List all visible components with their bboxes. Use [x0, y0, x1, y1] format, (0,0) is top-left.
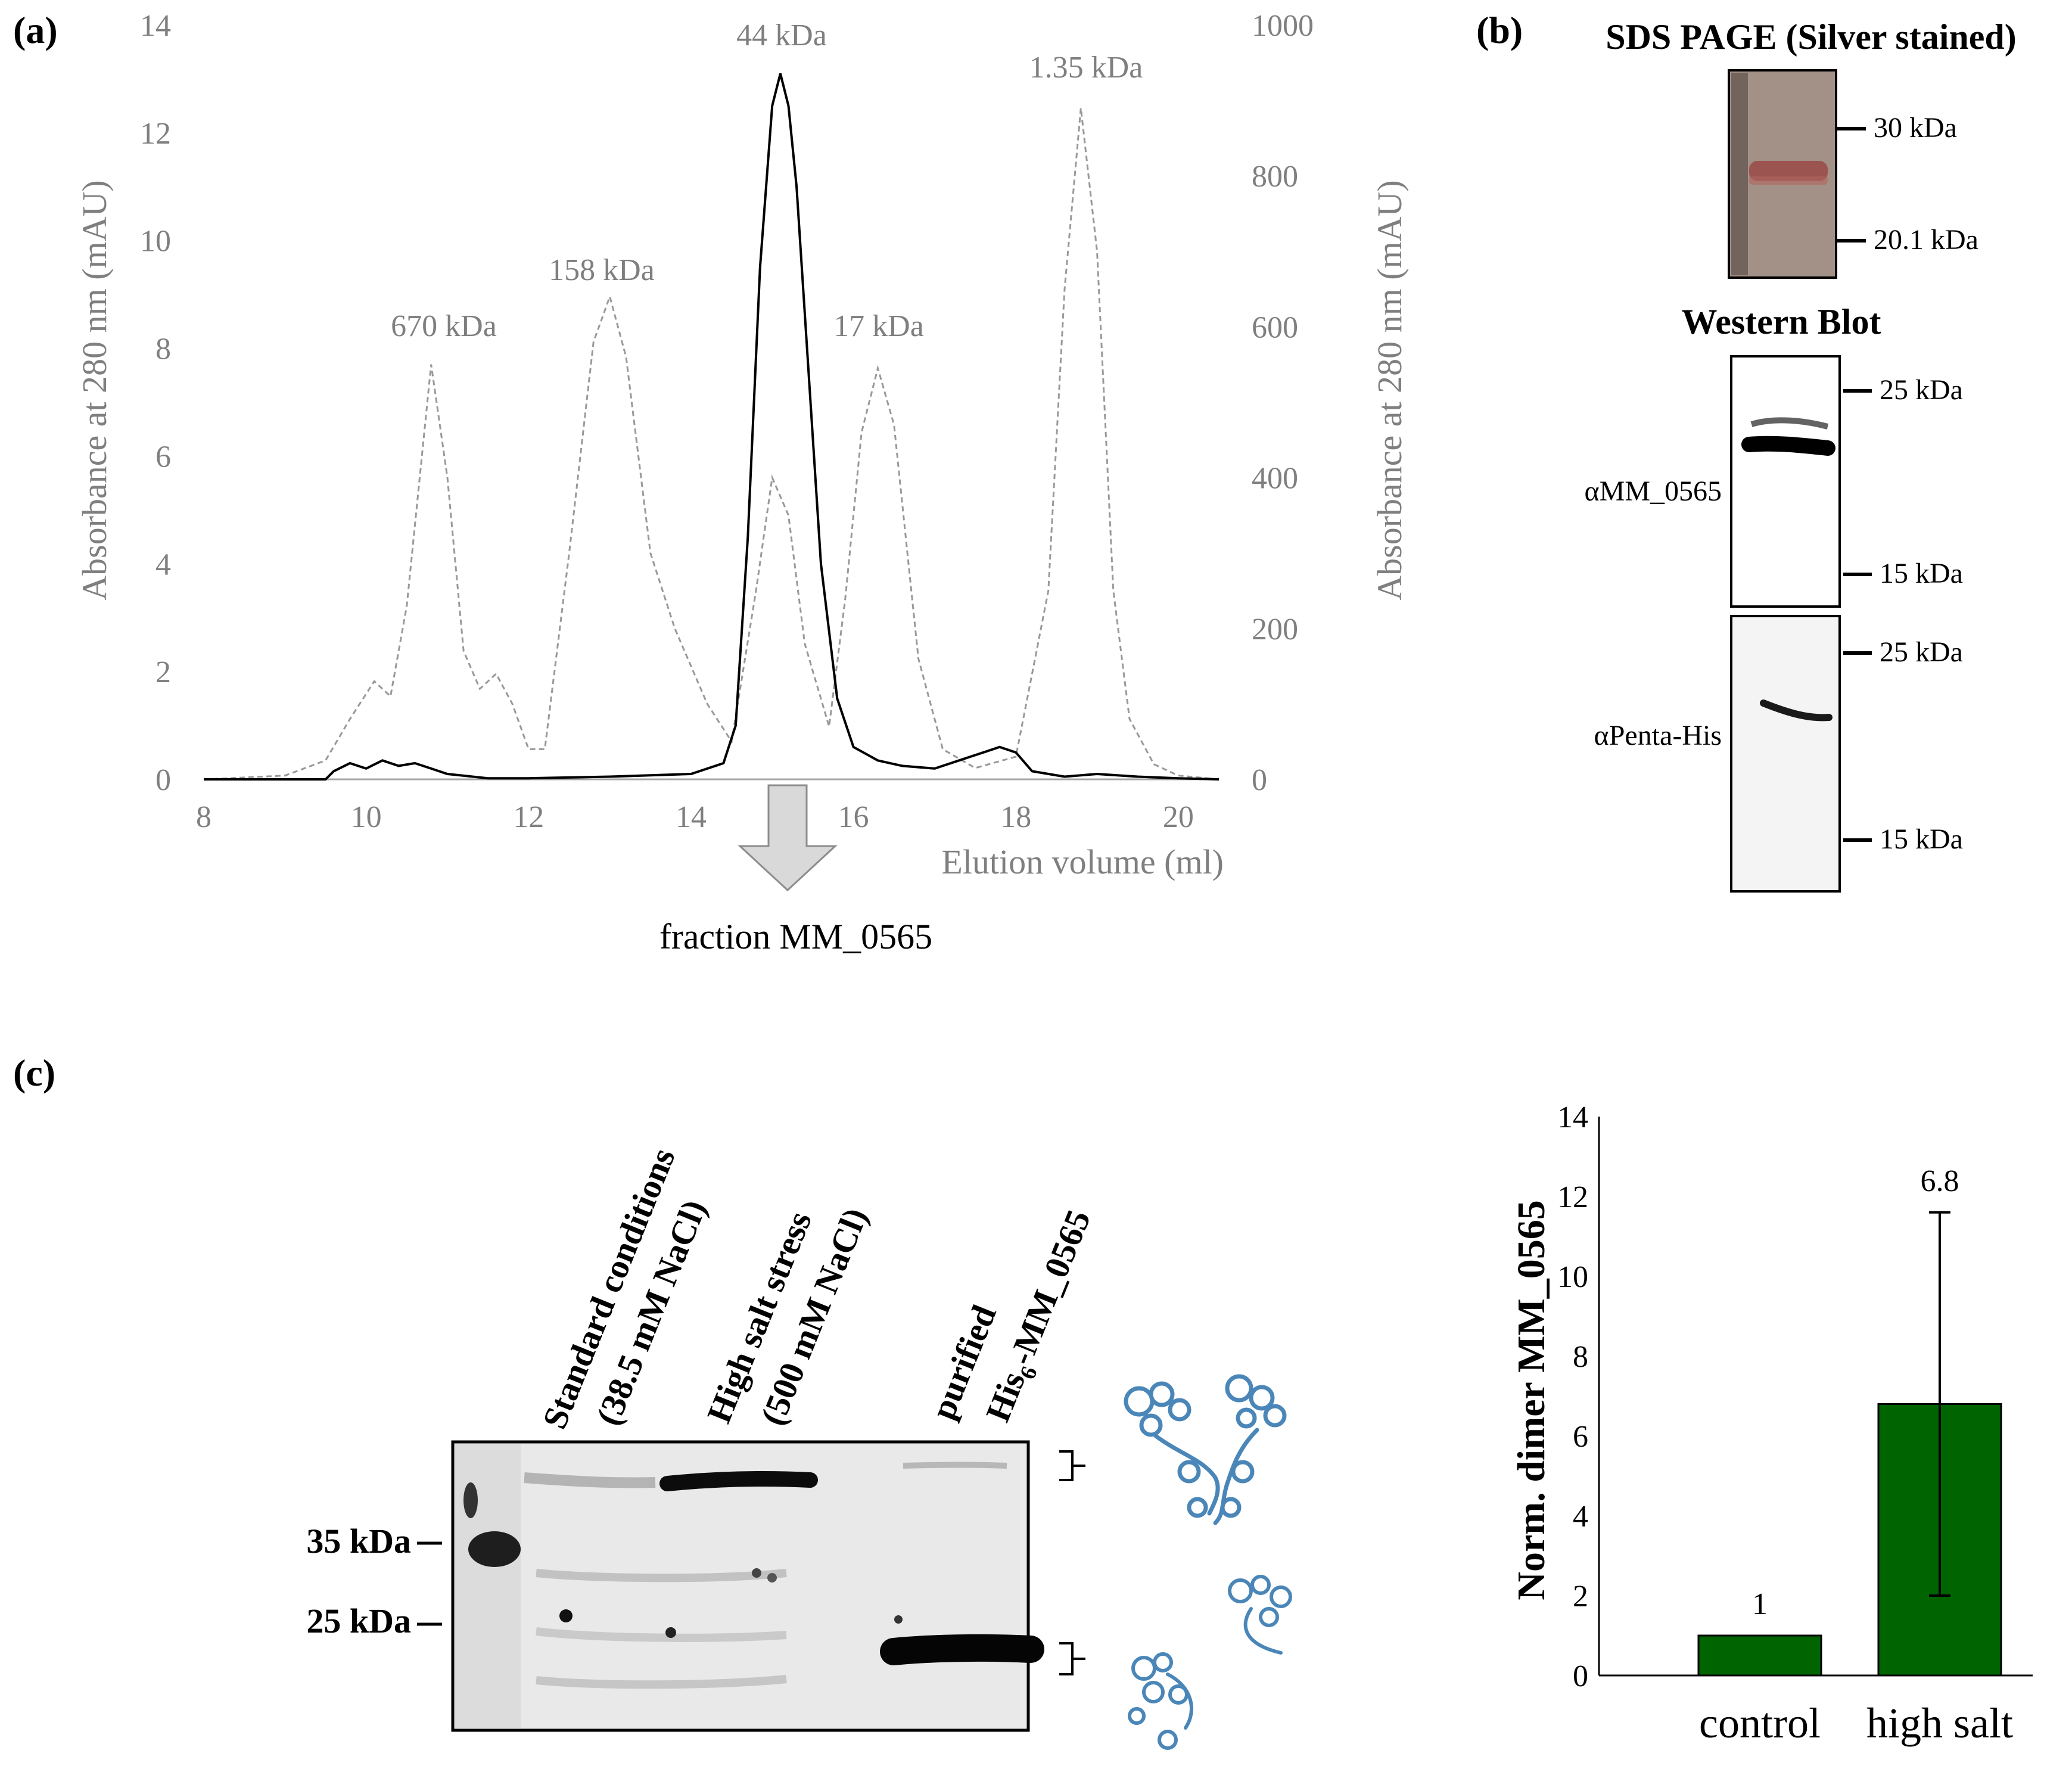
x-tick-label: 10	[351, 800, 382, 834]
y-tick-label-left: 2	[155, 655, 171, 689]
panel-b: SDS PAGE (Silver stained) 30 kDa 20.1 kD…	[1584, 17, 2017, 893]
wb1-antibody-label: αMM_0565	[1584, 475, 1722, 507]
panel-c-blot: Standard conditions (38.5 mM NaCl) High …	[306, 1143, 1292, 1750]
peak-label-44kda: 44 kDa	[736, 18, 827, 52]
y-tick-label-left: 0	[155, 763, 171, 797]
y-tick-label-left: 10	[140, 225, 171, 259]
chromatogram-tick-labels: 8 10 12 14 16 18 20024681012140200400600800100…	[140, 9, 1314, 834]
peak-label-17kda: 17 kDa	[833, 309, 924, 343]
bar-chart-y-label: Norm. dimer MM_0565	[1510, 1200, 1553, 1600]
x-tick-label: 8	[196, 800, 211, 834]
x-tick-label: 20	[1163, 800, 1194, 834]
fraction-arrow	[738, 784, 838, 892]
y-tick-label-left: 6	[155, 440, 171, 474]
bar-y-tick-label: 8	[1573, 1340, 1588, 1374]
wb2-marker-25: 25 kDa	[1880, 636, 1963, 668]
bar-data-label: 1	[1752, 1587, 1768, 1621]
sds-marker-30: 30 kDa	[1874, 112, 1957, 144]
bar-y-tick-label: 10	[1557, 1260, 1588, 1294]
monomer-structure-image	[1128, 1575, 1292, 1750]
bar-control	[1697, 1634, 1822, 1677]
wb2-antibody-label: αPenta-His	[1594, 720, 1722, 751]
y-tick-label-left: 4	[155, 548, 171, 582]
bar-category-label: control	[1699, 1699, 1821, 1747]
blot-marker-25: 25 kDa	[306, 1602, 411, 1640]
y-tick-label-right: 400	[1252, 462, 1298, 496]
dimer-bracket	[1059, 1450, 1085, 1481]
panel-label-c: (c)	[13, 1052, 55, 1094]
mm0565-trace	[204, 73, 1219, 781]
blot-marker-35: 35 kDa	[306, 1522, 411, 1560]
wb1-marker-25: 25 kDa	[1880, 374, 1963, 406]
y-tick-label-right: 0	[1252, 763, 1267, 797]
chromatogram-chart: 8 10 12 14 16 18 20024681012140200400600800100…	[75, 9, 1409, 956]
bar-category-label: high salt	[1866, 1699, 2013, 1747]
bar-chart-bars: 1 control 6.8 high salt	[1697, 1164, 2013, 1747]
bar-y-tick-label: 6	[1573, 1420, 1588, 1454]
sds-page-title: SDS PAGE (Silver stained)	[1606, 17, 2017, 57]
bar-y-tick-label: 2	[1573, 1580, 1588, 1613]
western-blot-2-image	[1730, 615, 1841, 893]
y-tick-label-right: 600	[1252, 310, 1298, 344]
panel-label-a: (a)	[13, 9, 58, 51]
bar-y-tick-label: 4	[1573, 1500, 1588, 1534]
y-tick-label-right: 200	[1252, 613, 1298, 646]
sds-gel-image	[1728, 69, 1837, 279]
bar-y-tick-label: 12	[1557, 1180, 1588, 1214]
dimer-bar-chart: 0 2 4 6 8 10 12 14 1 control 6.8 high salt Norm. d…	[1510, 1100, 2033, 1747]
lane3-protein: -MM_0565	[1001, 1204, 1098, 1370]
peak-label-158kda: 158 kDa	[549, 253, 655, 287]
western-blot-title: Western Blot	[1682, 302, 1881, 341]
y-tick-label-left: 8	[155, 332, 171, 366]
wb2-marker-15: 15 kDa	[1880, 823, 1963, 855]
y-tick-label-left: 14	[140, 9, 171, 43]
y-axis-right-label: Absorbance at 280 nm (mAU)	[1370, 180, 1409, 601]
y-tick-label-right: 800	[1252, 160, 1298, 194]
monomer-bracket	[1059, 1642, 1085, 1675]
blot-image	[451, 1440, 1044, 1732]
y-tick-label-left: 12	[140, 117, 171, 151]
dimer-structure-image	[1124, 1374, 1287, 1525]
x-tick-label: 16	[838, 800, 869, 834]
peak-label-1-35kda: 1.35 kDa	[1029, 51, 1143, 85]
standards-trace	[203, 108, 1219, 781]
peak-label-670kda: 670 kDa	[391, 309, 497, 343]
western-blot-1-image	[1730, 355, 1841, 608]
sds-marker-20: 20.1 kDa	[1874, 224, 1978, 256]
bar-chart-axes: 0 2 4 6 8 10 12 14	[1557, 1100, 2033, 1693]
y-tick-label-right: 1000	[1252, 9, 1314, 43]
panel-label-b: (b)	[1476, 9, 1523, 51]
x-tick-label: 18	[1000, 800, 1031, 834]
wb1-marker-15: 15 kDa	[1880, 558, 1963, 589]
x-tick-label: 14	[676, 800, 707, 834]
bar-y-tick-label: 14	[1557, 1100, 1588, 1134]
x-tick-label: 12	[513, 800, 544, 834]
x-axis-label: Elution volume (ml)	[941, 842, 1224, 881]
y-axis-left-label: Absorbance at 280 nm (mAU)	[75, 180, 114, 601]
bar-data-label: 6.8	[1921, 1164, 1959, 1198]
fraction-label: fraction MM_0565	[659, 917, 932, 956]
bar-y-tick-label: 0	[1573, 1659, 1588, 1693]
